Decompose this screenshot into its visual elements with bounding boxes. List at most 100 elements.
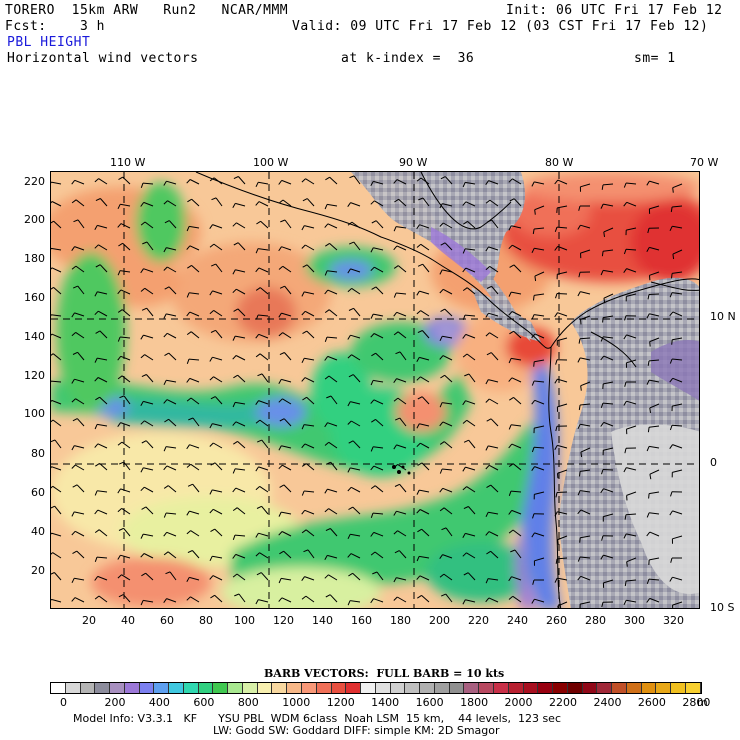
wind-barb xyxy=(465,181,476,185)
legend-label: 200 xyxy=(104,696,126,709)
wind-barb xyxy=(556,226,568,229)
wind-barb xyxy=(52,485,62,493)
wind-barb-flag xyxy=(301,225,305,231)
wind-barb xyxy=(512,244,522,251)
wind-barb-flag xyxy=(348,572,353,577)
header-valid-time: Valid: 09 UTC Fri 17 Feb 12 (03 CST Fri … xyxy=(292,19,709,34)
wind-barb xyxy=(190,530,200,537)
wind-barb-flag xyxy=(186,226,190,232)
wind-barb xyxy=(168,286,177,295)
wind-barb-flag xyxy=(209,310,215,315)
wind-barb-flag xyxy=(531,333,536,339)
x-tick: 40 xyxy=(121,614,135,627)
wind-barb xyxy=(97,291,108,295)
wind-barb xyxy=(466,287,476,295)
wind-barb-flag xyxy=(600,422,605,427)
wind-barb-flag xyxy=(555,293,558,299)
wind-barb xyxy=(350,553,361,559)
wind-barb-flag xyxy=(531,181,535,187)
legend-swatch xyxy=(656,683,672,693)
wind-barb-flag xyxy=(140,467,144,473)
wind-barb xyxy=(580,447,591,453)
legend-swatch xyxy=(316,683,332,693)
wind-barb xyxy=(373,399,384,405)
wind-barb-flag xyxy=(508,490,512,496)
wind-barb xyxy=(305,244,315,251)
wind-barb xyxy=(353,175,361,185)
wind-barb-flag xyxy=(462,486,467,491)
wind-barb xyxy=(237,374,246,383)
wind-barb xyxy=(626,359,637,364)
wind-barb xyxy=(442,288,453,295)
wind-barb xyxy=(329,594,338,603)
wind-barb xyxy=(488,379,499,383)
x-tick: 80 xyxy=(199,614,213,627)
wind-barb-flag xyxy=(577,509,582,515)
wind-barb-flag xyxy=(278,332,283,337)
wind-barb-flag xyxy=(534,209,536,215)
wind-barb-flag xyxy=(600,203,604,209)
wind-barb xyxy=(190,463,200,471)
wind-barb xyxy=(373,313,384,317)
wind-barb-flag xyxy=(485,246,489,252)
wind-barb xyxy=(422,330,430,339)
wind-barb-flag xyxy=(579,537,581,543)
wind-barb-flag xyxy=(232,222,237,227)
wind-barb-flag xyxy=(439,203,443,209)
wind-barb xyxy=(648,578,660,581)
wind-barb-flag xyxy=(72,550,78,555)
wind-barb-flag xyxy=(580,452,583,458)
wind-barb-flag xyxy=(209,489,213,495)
wind-barb xyxy=(557,601,568,607)
wind-barb-flag xyxy=(94,509,99,515)
wind-barb-flag xyxy=(439,269,443,275)
wind-barb-flag xyxy=(232,288,237,294)
wind-barb xyxy=(373,446,384,449)
wind-barb xyxy=(396,245,407,251)
wind-barb xyxy=(672,358,683,361)
wind-barb xyxy=(144,221,154,229)
wind-barb-flag xyxy=(417,462,423,466)
wind-barb-flag xyxy=(578,338,581,344)
wind-barb xyxy=(97,509,108,515)
wind-barb xyxy=(326,336,338,339)
legend-swatch xyxy=(257,683,273,693)
wind-barb xyxy=(75,398,85,405)
legend-swatch xyxy=(553,683,568,693)
wind-barb xyxy=(373,379,384,383)
wind-barb-flag xyxy=(416,243,422,248)
wind-barb-flag xyxy=(441,527,447,531)
wind-barb xyxy=(53,287,62,295)
wind-barb-flag xyxy=(623,400,627,406)
wind-barb xyxy=(420,442,430,449)
wind-barb-flag xyxy=(71,332,77,337)
wind-barb xyxy=(603,447,614,451)
wind-barb xyxy=(350,202,361,207)
wind-barb-flag xyxy=(117,554,121,560)
wind-barb xyxy=(122,176,131,185)
wind-barb-flag xyxy=(210,528,216,533)
legend-swatch xyxy=(479,683,494,693)
wind-barb-flag xyxy=(94,424,98,430)
wind-barb xyxy=(374,551,384,559)
wind-barb-flag xyxy=(255,419,261,424)
wind-barb xyxy=(511,576,522,581)
wind-barb-flag xyxy=(555,492,558,498)
wind-barb xyxy=(123,395,131,405)
wind-barb-flag xyxy=(140,420,145,425)
wind-barb-flag xyxy=(554,445,558,450)
wind-barb xyxy=(305,529,315,537)
wind-barb xyxy=(212,290,223,295)
wind-barb-flag xyxy=(140,182,144,188)
lon-label-70w: 70 W xyxy=(690,156,719,169)
wind-barb xyxy=(123,527,131,537)
wind-barb xyxy=(491,285,499,295)
wind-barb xyxy=(580,490,591,493)
wind-barb xyxy=(422,197,430,207)
wind-barb-flag xyxy=(439,288,444,294)
wind-barb xyxy=(146,374,154,383)
wind-barb xyxy=(442,402,453,405)
wind-barb-flag xyxy=(117,355,122,361)
wind-barb xyxy=(235,335,246,339)
wind-barb xyxy=(672,337,683,341)
